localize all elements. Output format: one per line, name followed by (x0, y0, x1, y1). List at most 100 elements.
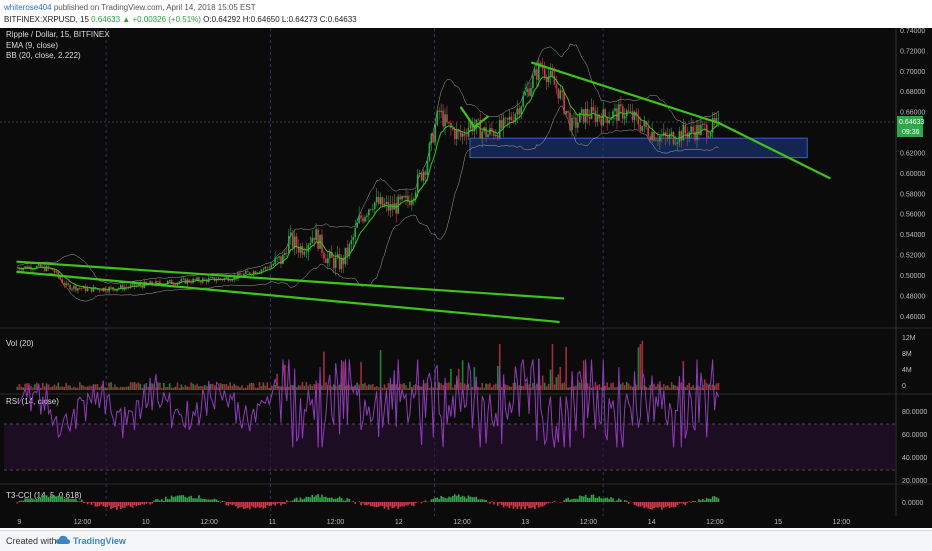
candle-body (282, 255, 284, 264)
candle-body (292, 233, 294, 248)
candle-body (718, 118, 720, 119)
volume-bar (267, 382, 269, 390)
cci-bar (485, 500, 487, 502)
cci-bar (143, 502, 145, 505)
candle-body (302, 246, 304, 254)
cci-bar (360, 502, 362, 505)
cci-bar (673, 502, 675, 507)
cci-bar (700, 500, 702, 502)
volume-bar (339, 385, 341, 390)
volume-bar (192, 384, 194, 390)
cci-bar (188, 497, 190, 502)
cci-bar (274, 502, 276, 506)
candle-body (710, 133, 712, 137)
candle-body (530, 88, 532, 96)
cci-bar (663, 502, 665, 508)
volume-bar (372, 384, 374, 390)
volume-tick-label: 4M (902, 367, 912, 374)
cci-bar (446, 498, 448, 502)
cci-bar (46, 495, 48, 502)
volume-bar (366, 386, 368, 390)
cci-bar (382, 502, 384, 506)
price-chart[interactable]: Ripple / Dollar, 15, BITFINEX EMA (9, cl… (0, 28, 932, 528)
cci-bar (267, 502, 269, 505)
candle-body (405, 196, 407, 198)
candle-body (442, 111, 444, 127)
volume-bar (175, 387, 177, 390)
candles (17, 58, 720, 295)
volume-bar (136, 384, 138, 390)
cci-bar (212, 499, 214, 502)
volume-bar (388, 383, 390, 390)
volume-bar (507, 385, 509, 390)
time-tick-label: 9 (17, 519, 21, 526)
volume-bar (300, 386, 302, 390)
chart-area[interactable]: Ripple / Dollar, 15, BITFINEX EMA (9, cl… (0, 28, 932, 528)
cci-bar (79, 501, 81, 502)
candle-body (585, 109, 587, 123)
volume-bar (106, 388, 108, 390)
volume-bar (511, 387, 513, 390)
candle-body (173, 284, 175, 285)
candle-body (364, 217, 366, 222)
volume-bar (181, 385, 183, 390)
volume-bar (212, 384, 214, 390)
cci-axis: 0.0000 (902, 500, 924, 507)
candle-body (571, 118, 573, 130)
volume-bar (710, 385, 712, 390)
candle-body (677, 142, 679, 144)
volume-bar (405, 385, 407, 390)
cci-bar (569, 500, 571, 502)
volume-bar (386, 388, 388, 390)
cci-bar (575, 499, 577, 502)
volume-bar (374, 387, 376, 390)
volume-bar (159, 383, 161, 390)
cci-bar (423, 501, 425, 502)
price-tick-label: 0.66000 (900, 110, 925, 117)
cci-bar (436, 498, 438, 502)
candle-body (642, 126, 644, 131)
volume-bar (231, 386, 233, 390)
candle-body (438, 111, 440, 112)
cci-bar (686, 502, 688, 503)
publisher-link[interactable]: whiterose404 (4, 3, 52, 12)
candle-body (671, 132, 673, 134)
price-axis[interactable]: 0.740000.720000.700000.680000.660000.620… (900, 28, 925, 321)
cci-bar (341, 498, 343, 502)
volume-bar (442, 385, 444, 390)
volume-bar (501, 387, 503, 390)
candle-body (624, 116, 626, 119)
cci-bar (546, 502, 548, 504)
candle-body (444, 114, 446, 126)
candle-body (450, 123, 452, 128)
cci-bar (526, 502, 528, 506)
volume-bar (142, 388, 144, 390)
candle-body (431, 134, 433, 144)
cci-bar (440, 496, 442, 502)
cci-bar (24, 498, 26, 502)
cci-bar (18, 501, 20, 502)
volume-bar (331, 386, 333, 390)
volume-bar (169, 383, 171, 390)
cci-bar (405, 502, 407, 505)
volume-bar (112, 387, 114, 390)
cci-bar (302, 499, 304, 502)
volume-bar (151, 383, 153, 390)
candle-body (679, 131, 681, 142)
candle-body (46, 266, 48, 271)
volume-bar (104, 388, 106, 390)
volume-bar (298, 385, 300, 390)
candle-body (417, 174, 419, 192)
cci-bar (384, 502, 386, 509)
cci-bar (339, 497, 341, 502)
time-tick-label: 12:00 (833, 519, 851, 526)
candle-body (681, 131, 683, 140)
tradingview-link[interactable]: TradingView (73, 536, 126, 546)
cci-bar (466, 498, 468, 502)
cci-bar (483, 500, 485, 502)
cci-bar (532, 502, 534, 507)
volume-bar (382, 388, 384, 390)
candle-body (274, 258, 276, 264)
cci-bar (114, 502, 116, 507)
